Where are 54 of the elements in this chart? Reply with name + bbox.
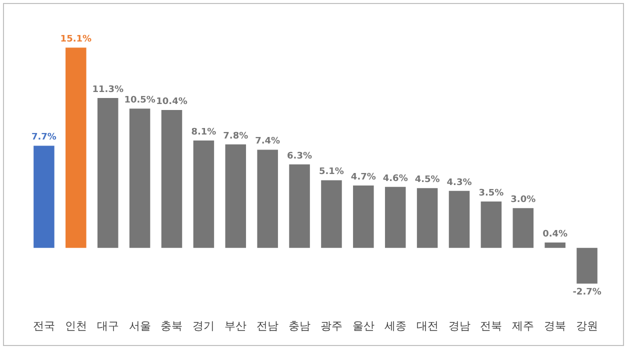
bar [66, 48, 86, 248]
x-tick-label: 광주 [320, 320, 342, 332]
x-tick-label: 충남 [288, 320, 311, 332]
bar [480, 201, 502, 248]
data-label: 15.1% [60, 34, 92, 45]
x-tick-label: 대구 [96, 320, 119, 332]
data-label: 7.4% [255, 136, 280, 147]
bar [544, 242, 566, 248]
x-tick-label: 세종 [384, 320, 406, 332]
data-label: 10.4% [156, 96, 188, 107]
data-label: 7.8% [223, 131, 248, 142]
x-tick-label: 전북 [480, 320, 502, 332]
bar [225, 144, 246, 248]
data-label: 6.3% [287, 151, 312, 162]
bar [448, 190, 470, 248]
x-tick-label: 울산 [352, 320, 374, 332]
bar [161, 110, 182, 248]
data-label: 4.5% [414, 175, 440, 186]
bar [257, 150, 278, 248]
data-label: 3.0% [510, 195, 536, 206]
bar [129, 108, 150, 248]
bar [289, 164, 310, 248]
x-tick-label: 인천 [64, 320, 87, 332]
data-label: 3.5% [478, 188, 504, 198]
x-tick-label: 부산 [224, 320, 247, 332]
data-label: 4.3% [446, 178, 472, 188]
data-label: -2.7% [572, 288, 602, 298]
bar [97, 98, 118, 248]
data-label: 5.1% [318, 167, 344, 178]
bar [34, 146, 54, 248]
x-tick-label: 제주 [512, 320, 534, 332]
bar [384, 186, 406, 248]
bar [321, 180, 342, 248]
bar [416, 188, 438, 248]
data-label: 10.5% [124, 96, 156, 106]
x-tick-label: 서울 [128, 320, 151, 332]
data-label: 11.3% [92, 85, 124, 96]
data-label: 4.7% [350, 172, 376, 183]
x-tick-label: 전남 [256, 320, 279, 332]
data-label: 0.4% [542, 230, 568, 240]
data-label: 7.7% [31, 132, 56, 143]
bar [576, 248, 598, 284]
bar [193, 140, 214, 248]
x-tick-label: 강원 [576, 320, 598, 332]
x-tick-label: 전국 [32, 320, 55, 332]
x-tick-label: 대전 [416, 320, 438, 332]
data-label: 4.6% [382, 174, 408, 184]
x-tick-label: 경기 [192, 320, 215, 332]
bar [512, 208, 534, 248]
x-tick-label: 경북 [544, 320, 566, 332]
x-tick-label: 경남 [448, 320, 470, 332]
x-tick-label: 충북 [160, 320, 183, 332]
data-label: 8.1% [191, 127, 216, 138]
bar [353, 186, 374, 248]
